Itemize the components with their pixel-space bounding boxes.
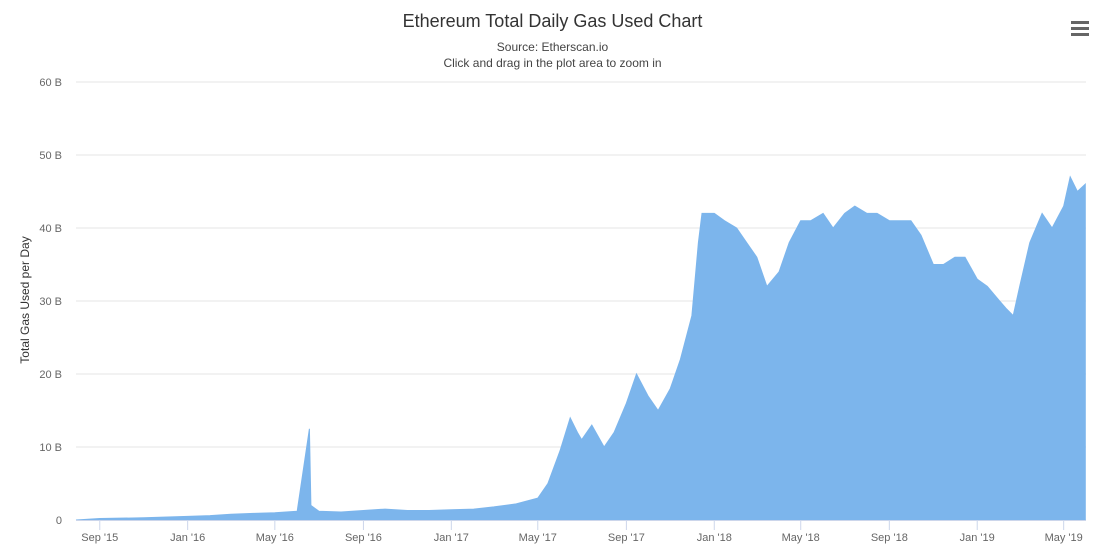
hamburger-menu-icon[interactable] xyxy=(1068,18,1092,40)
y-tick-label: 30 B xyxy=(39,296,62,308)
menu-bar xyxy=(1071,33,1089,36)
series-area[interactable] xyxy=(75,175,1086,521)
x-tick-label: May '18 xyxy=(782,532,820,544)
y-tick-label: 0 xyxy=(56,515,62,527)
x-tick-label: Jan '16 xyxy=(170,532,205,544)
y-axis-label: Total Gas Used per Day xyxy=(18,236,32,363)
x-tick-label: May '16 xyxy=(256,532,294,544)
y-tick-label: 10 B xyxy=(39,442,62,454)
y-axis: 0 10 B 20 B 30 B 40 B 50 B 60 B xyxy=(39,77,62,527)
y-tick-label: 50 B xyxy=(39,150,62,162)
x-tick-label: Sep '16 xyxy=(345,532,382,544)
y-tick-label: 60 B xyxy=(39,77,62,89)
menu-bar xyxy=(1071,27,1089,30)
x-tick-label: Jan '18 xyxy=(697,532,732,544)
x-tick-label: May '19 xyxy=(1045,532,1083,544)
x-axis: Sep '15 Jan '16 May '16 Sep '16 Jan '17 May '… xyxy=(76,520,1086,544)
chart-subtitle: Source: Etherscan.io xyxy=(496,40,609,54)
x-tick-label: Sep '17 xyxy=(608,532,645,544)
series-area-path[interactable] xyxy=(75,175,1086,521)
x-tick-label: Jan '19 xyxy=(960,532,995,544)
chart-title: Ethereum Total Daily Gas Used Chart xyxy=(402,11,703,31)
x-tick-label: Jan '17 xyxy=(434,532,469,544)
x-tick-label: May '17 xyxy=(519,532,557,544)
zoom-hint: Click and drag in the plot area to zoom … xyxy=(443,56,662,70)
x-tick-label: Sep '18 xyxy=(871,532,908,544)
y-tick-label: 20 B xyxy=(39,369,62,381)
x-tick-label: Sep '15 xyxy=(81,532,118,544)
menu-bar xyxy=(1071,21,1089,24)
y-tick-label: 40 B xyxy=(39,223,62,235)
